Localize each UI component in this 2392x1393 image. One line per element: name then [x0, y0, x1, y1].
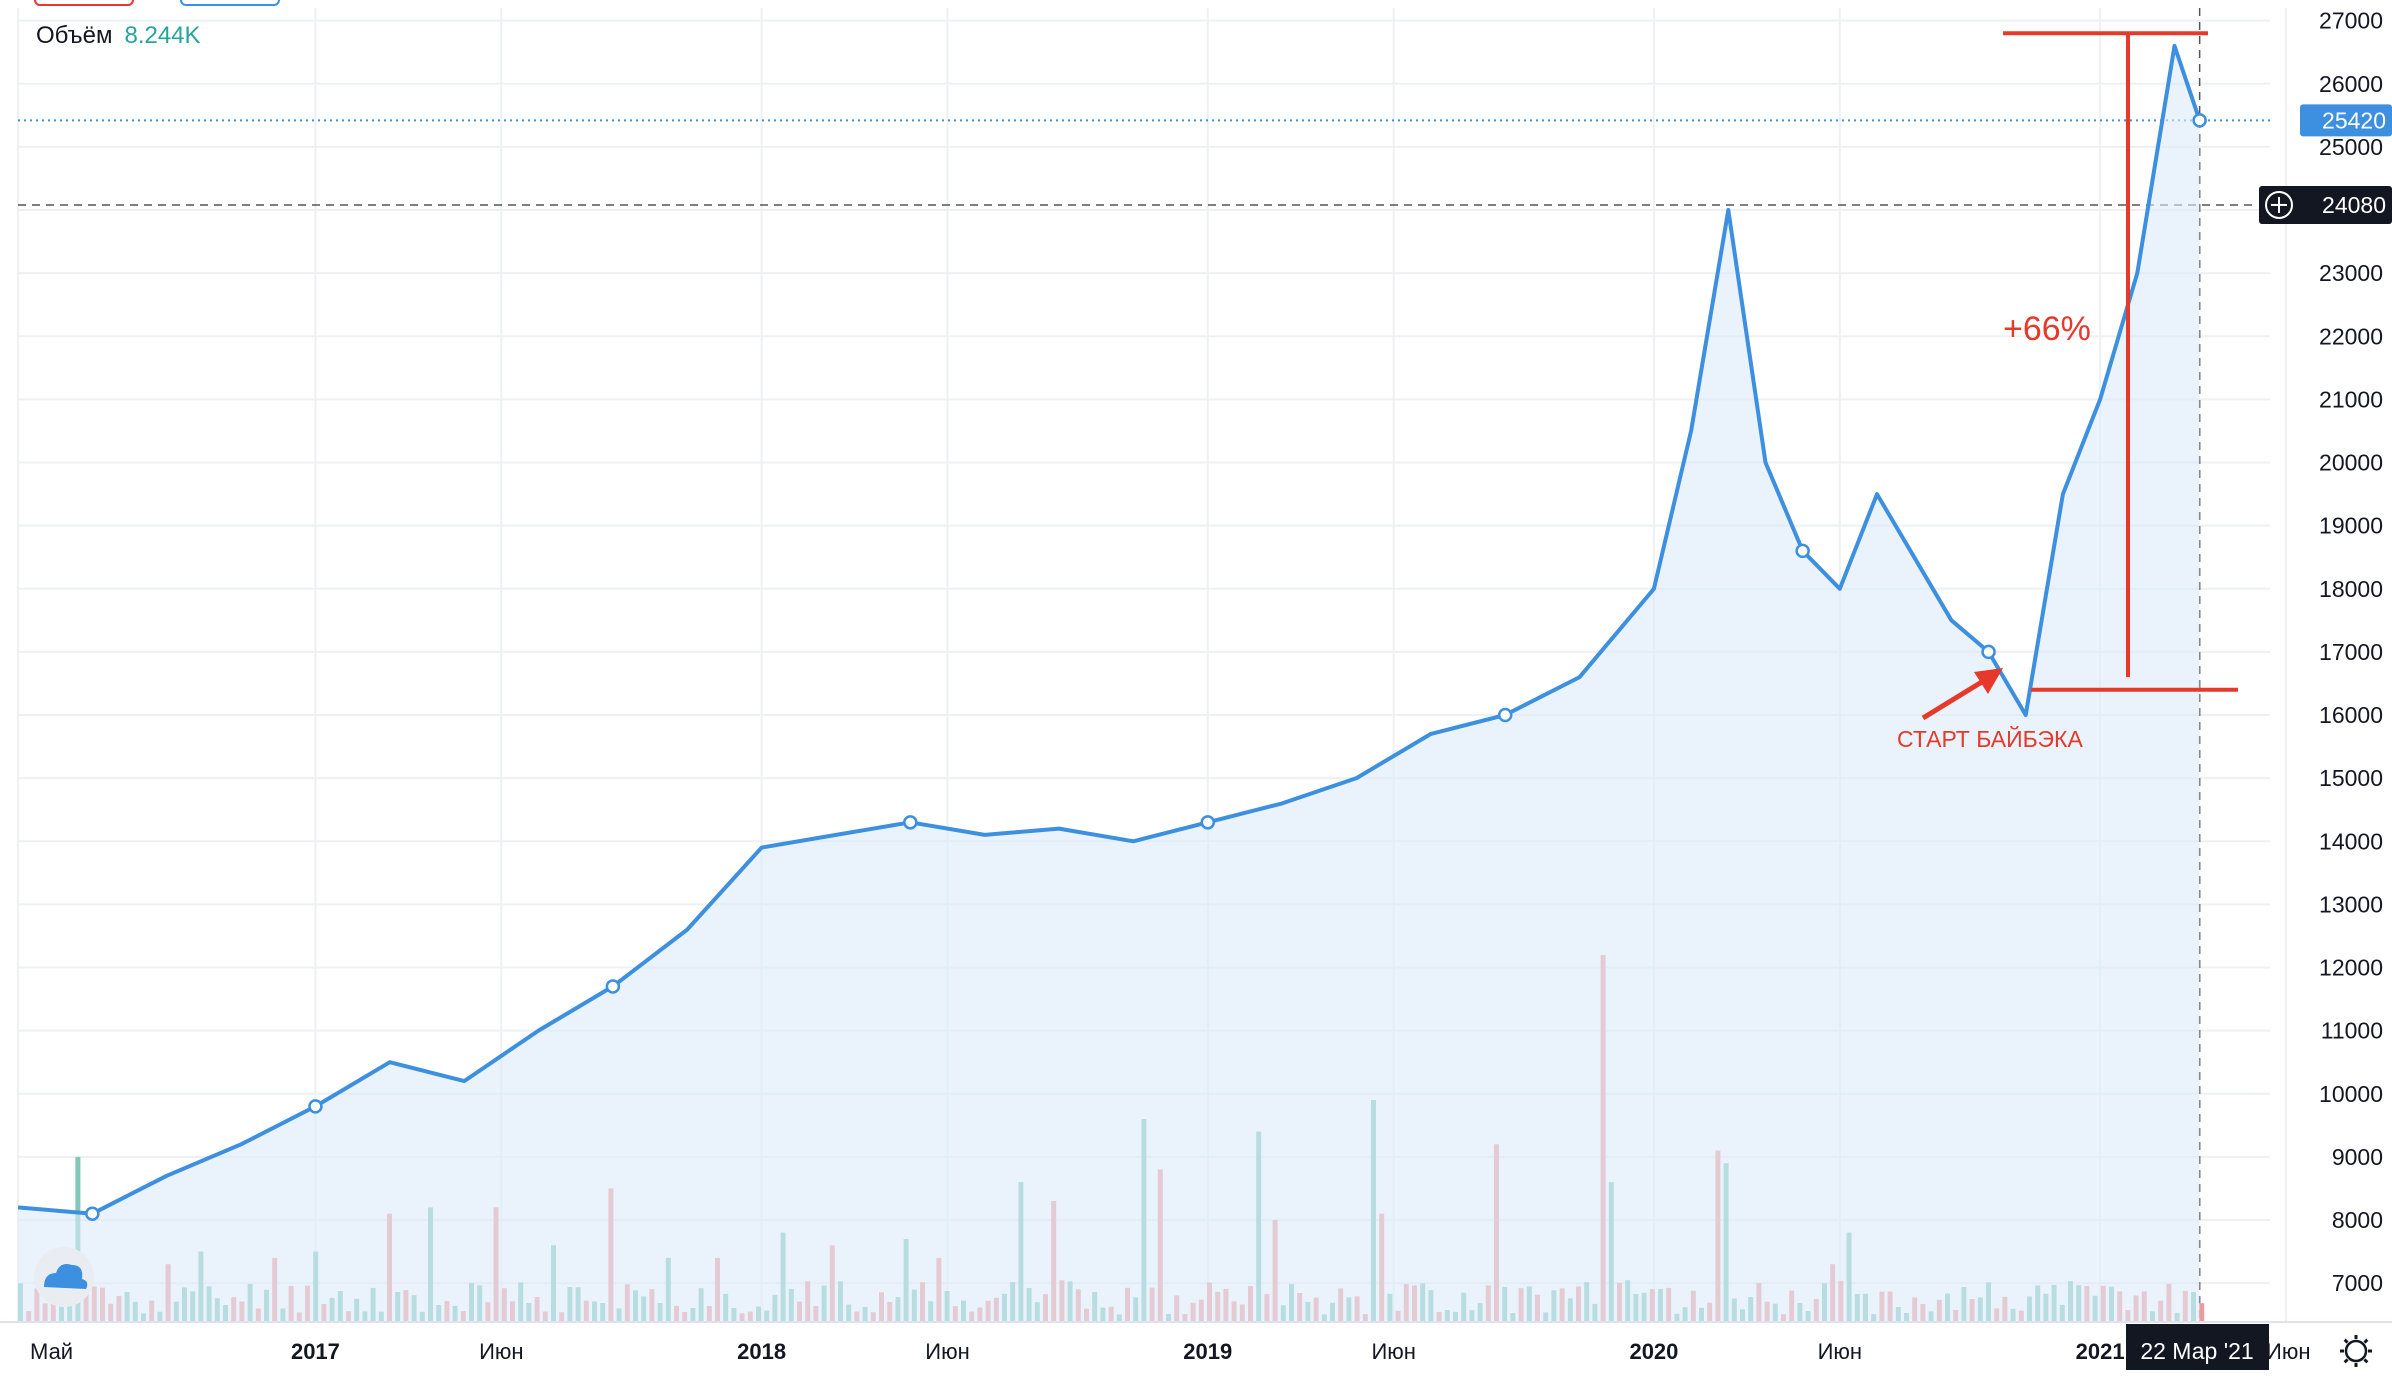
- x-tick-label: 2018: [737, 1339, 786, 1364]
- y-tick-label: 15000: [2319, 765, 2383, 791]
- volume-legend: Объём 8.244K: [36, 22, 201, 50]
- line-marker: [1981, 644, 1996, 660]
- line-marker: [85, 1206, 100, 1221]
- y-tick-label: 21000: [2319, 386, 2383, 412]
- x-tick-label: 2021: [2076, 1339, 2125, 1364]
- last-point-marker: [2192, 113, 2207, 128]
- y-tick-label: 16000: [2319, 702, 2383, 728]
- buyback-start-label: СТАРТ БАЙБЭКА: [1897, 725, 2083, 752]
- y-tick-label: 23000: [2319, 260, 2383, 286]
- line-markers: [85, 113, 2207, 1221]
- x-tick-label: 2020: [1629, 1339, 1678, 1364]
- last-price-tag: [2300, 104, 2392, 137]
- annotations: +66% СТАРТ БАЙБЭКА: [1897, 31, 2238, 752]
- y-tick-label: 9000: [2332, 1144, 2383, 1170]
- legend-volume-value: 8.244K: [124, 22, 201, 49]
- line-marker: [605, 979, 621, 994]
- price-tags: 25420 24080: [2259, 104, 2392, 224]
- gear-ring: [2344, 1339, 2368, 1363]
- x-tick-label: Июн: [925, 1339, 969, 1364]
- y-tick-label: 25000: [2319, 134, 2383, 160]
- plus-circle-ring: [2265, 190, 2293, 219]
- y-tick-label: 27000: [2319, 8, 2383, 34]
- y-tick-label: 26000: [2319, 71, 2383, 97]
- gear-icon[interactable]: [2340, 1335, 2372, 1367]
- y-tick-label: 8000: [2332, 1207, 2383, 1233]
- arrow-icon: [1974, 668, 2003, 694]
- y-tick-label: 20000: [2319, 450, 2383, 476]
- y-tick-label: 12000: [2319, 955, 2383, 981]
- price-area: [18, 45, 2200, 1321]
- toolbar-button-blue[interactable]: [180, 0, 280, 6]
- x-tick-label: Май: [30, 1339, 73, 1364]
- tradingview-cloud-icon: [34, 1247, 94, 1307]
- y-tick-label: 17000: [2319, 639, 2383, 665]
- gear-tooth: [2363, 1358, 2369, 1364]
- last-price-tag-label: 25420: [2322, 107, 2386, 133]
- legend-volume-label: Объём: [36, 22, 113, 49]
- line-marker: [1200, 815, 1216, 830]
- price-line: [17, 43, 2202, 1216]
- buyback-arrow-shaft: [1921, 677, 1987, 721]
- volume-bar-down: [2199, 1303, 2205, 1321]
- y-tick-label: 13000: [2319, 891, 2383, 917]
- crosshair-price-label: 24080: [2322, 192, 2386, 218]
- line-marker: [308, 1099, 323, 1114]
- y-tick-label: 19000: [2319, 513, 2383, 539]
- line-marker: [1795, 543, 1810, 559]
- line-marker: [903, 815, 918, 830]
- x-tick-label: 2017: [291, 1339, 340, 1364]
- crosshair-price-tag: [2259, 185, 2392, 224]
- x-tick-label: Июн: [1818, 1339, 1862, 1364]
- y-tick-label: 14000: [2319, 828, 2383, 854]
- y-tick-label: 10000: [2319, 1081, 2383, 1107]
- plus-circle-icon: [2265, 190, 2293, 219]
- x-tick-label: Июн: [2266, 1339, 2310, 1364]
- x-tick-label: Июн: [1371, 1339, 1415, 1364]
- x-tick-label: Июн: [479, 1339, 523, 1364]
- y-tick-label: 18000: [2319, 576, 2383, 602]
- gear-tooth: [2343, 1358, 2349, 1364]
- line-marker: [1497, 707, 1513, 723]
- gear-tooth: [2363, 1338, 2369, 1344]
- x-axis: Май 2017 Июн 2018 Июн 2019 Июн 2020 Июн 2021 Июн 22…: [0, 1247, 2392, 1370]
- x-tick-label: 2019: [1183, 1339, 1232, 1364]
- logo-cloud: [44, 1264, 88, 1289]
- y-tick-label: 7000: [2332, 1270, 2383, 1296]
- y-tick-label: 22000: [2319, 323, 2383, 349]
- toolbar-button-red[interactable]: [34, 0, 134, 6]
- crosshair-date-label: 22 Мар '21: [2140, 1338, 2253, 1364]
- crosshair-date-tag: [2126, 1324, 2269, 1370]
- gain-label: +66%: [2003, 310, 2091, 348]
- y-tick-label: 11000: [2321, 1018, 2383, 1044]
- gear-tooth: [2343, 1338, 2349, 1344]
